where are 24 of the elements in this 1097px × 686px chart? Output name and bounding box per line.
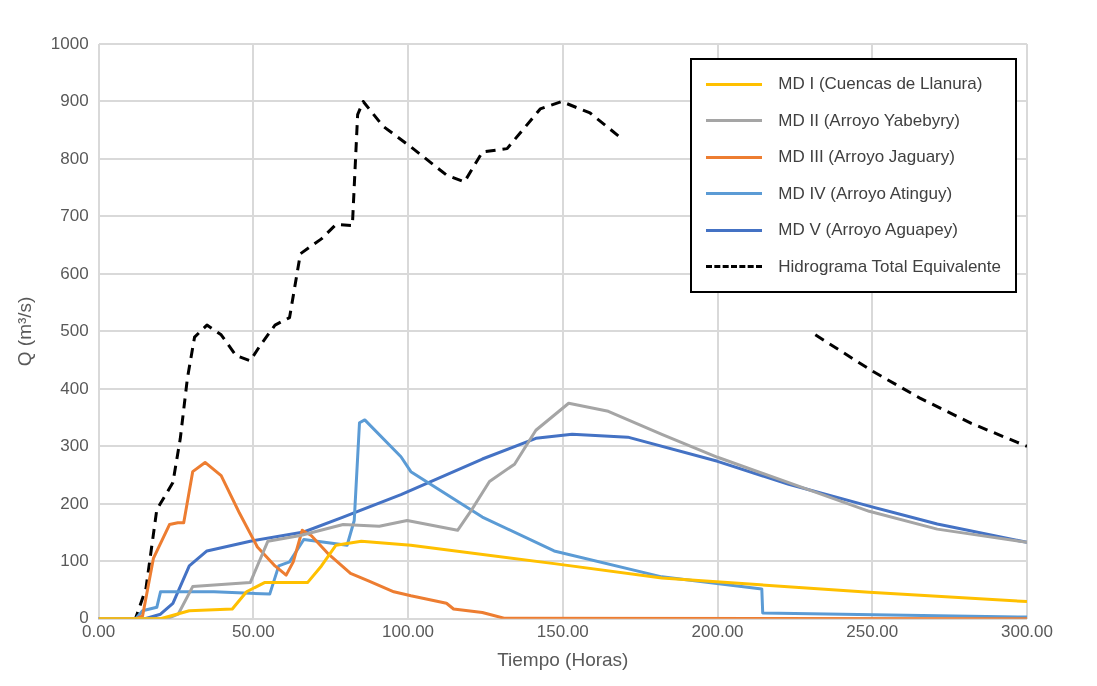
legend-label: MD V (Arroyo Aguapey) — [778, 220, 958, 241]
y-tick-label: 1000 — [50, 33, 89, 53]
x-tick-label: 50.00 — [232, 621, 275, 641]
x-tick-label: 200.00 — [691, 621, 744, 641]
x-tick-label: 300.00 — [1001, 621, 1053, 641]
x-tick-label: 150.00 — [536, 621, 589, 641]
y-tick-label: 900 — [60, 91, 89, 111]
legend-label: MD IV (Arroyo Atinguy) — [778, 183, 953, 204]
x-tick-label: 100.00 — [382, 621, 435, 641]
y-tick-label: 800 — [60, 148, 89, 168]
legend-label: MD II (Arroyo Yabebyry) — [778, 110, 960, 131]
x-tick-label: 250.00 — [846, 621, 899, 641]
y-tick-label: 200 — [60, 493, 89, 513]
y-tick-label: 600 — [60, 263, 89, 283]
legend-label: MD III (Arroyo Jaguary) — [778, 147, 955, 168]
y-tick-label: 400 — [60, 378, 89, 398]
y-tick-label: 100 — [60, 551, 89, 571]
x-axis-title: Tiempo (Horas) — [497, 648, 629, 670]
legend-label: MD I (Cuencas de Llanura) — [778, 74, 983, 95]
legend-label: Hidrograma Total Equivalente — [778, 256, 1001, 277]
y-tick-label: 300 — [60, 436, 89, 456]
y-axis-title: Q (m³/s) — [13, 296, 35, 367]
y-tick-label: 700 — [60, 206, 89, 226]
y-tick-label: 500 — [60, 321, 89, 341]
